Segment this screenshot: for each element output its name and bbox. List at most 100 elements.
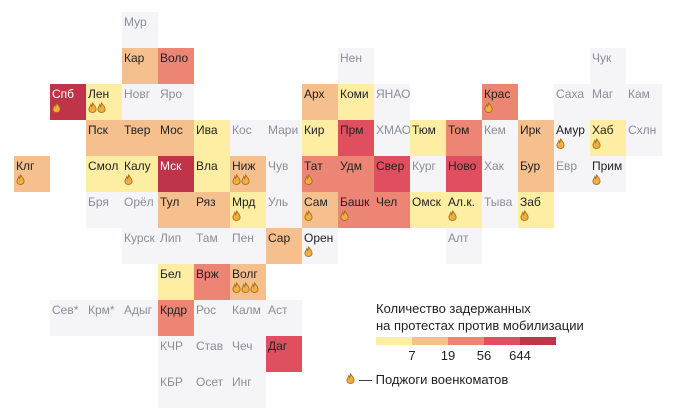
fire-icon: [346, 372, 355, 387]
region-tile: Кург: [410, 156, 446, 192]
fire-icon: [520, 210, 529, 224]
region-label: Даг: [268, 339, 288, 353]
region-label: Хак: [484, 159, 504, 173]
region-tile: Клг: [14, 156, 50, 192]
fire-icons: [232, 282, 266, 296]
region-label: Заб: [520, 195, 541, 209]
region-label: Новг: [124, 87, 151, 101]
fire-icon: [241, 174, 250, 188]
fire-icons: [124, 174, 158, 188]
region-label: Амур: [556, 123, 585, 137]
region-label: Уль: [268, 195, 289, 209]
region-label: Маг: [592, 87, 614, 101]
fire-icon: [592, 138, 601, 152]
region-tile: Кем: [482, 120, 518, 156]
fire-icons: [592, 174, 626, 188]
region-label: Арх: [304, 87, 325, 101]
region-label: Прм: [340, 123, 364, 137]
region-tile: КБР: [158, 372, 194, 408]
legend-color-segment: [376, 337, 412, 345]
region-tile: Ряз: [194, 192, 230, 228]
region-tile: Рос: [194, 300, 230, 336]
fire-icon: [88, 102, 97, 116]
region-label: Чеч: [232, 339, 253, 353]
region-label: Евр: [556, 159, 578, 173]
region-tile: Тыва: [482, 192, 518, 228]
region-label: Ново: [448, 159, 477, 173]
region-label: Тюм: [412, 123, 436, 137]
region-label: Спб: [52, 87, 75, 101]
region-label: ЯНАО: [376, 87, 411, 101]
region-tile: Бря: [86, 192, 122, 228]
region-tile: Врж: [194, 264, 230, 300]
region-tile: Смол: [86, 156, 122, 192]
legend-tick: 56: [476, 348, 492, 363]
fire-icons: [484, 102, 518, 116]
region-tile: Ирк: [518, 120, 554, 156]
region-tile: Удм: [338, 156, 374, 192]
region-tile: Мос: [158, 120, 194, 156]
region-label: Ал.к.: [448, 195, 475, 209]
fire-icons: [232, 210, 266, 224]
region-label: Орёл: [124, 195, 154, 209]
region-tile: Чук: [590, 48, 626, 84]
region-label: Рос: [196, 303, 217, 317]
region-tile: Инг: [230, 372, 266, 408]
region-label: Мур: [124, 15, 147, 29]
region-label: Тат: [304, 159, 323, 173]
region-label: Ирк: [520, 123, 541, 137]
fire-icons: [232, 174, 266, 188]
region-tile: Алт: [446, 228, 482, 264]
region-tile: Евр: [554, 156, 590, 192]
region-tile: Мур: [122, 12, 158, 48]
region-label: Схлн: [628, 123, 657, 137]
region-label: Аст: [268, 303, 288, 317]
legend-color-segment: [412, 337, 448, 345]
fire-icons: [88, 102, 122, 116]
fire-legend: — Поджоги военкоматов: [346, 372, 508, 387]
region-label: Калм: [232, 303, 261, 317]
region-tile: Даг: [266, 336, 302, 372]
region-label: Адыг: [124, 303, 153, 317]
region-tile: Крм*: [86, 300, 122, 336]
region-tile: Калу: [122, 156, 158, 192]
fire-icons: [448, 210, 482, 224]
fire-icon: [97, 102, 106, 116]
region-tile: Чув: [266, 156, 302, 192]
fire-icon: [340, 210, 349, 224]
region-tile: Ива: [194, 120, 230, 156]
region-tile: Том: [446, 120, 482, 156]
region-label: КЧР: [160, 339, 183, 353]
fire-icons: [592, 138, 626, 152]
region-tile: Бел: [158, 264, 194, 300]
region-label: Тыва: [484, 195, 513, 209]
region-label: Саха: [556, 87, 585, 101]
fire-icons: [520, 210, 554, 224]
region-tile: Тул: [158, 192, 194, 228]
region-tile: Ново: [446, 156, 482, 192]
region-tile: Мари: [266, 120, 302, 156]
region-label: Кос: [232, 123, 252, 137]
region-label: Курск: [124, 231, 155, 245]
region-label: Кург: [412, 159, 436, 173]
region-tile: Аст: [266, 300, 302, 336]
region-tile: Лен: [86, 84, 122, 120]
region-tile: ЯНАО: [374, 84, 410, 120]
region-label: Клг: [16, 159, 35, 173]
region-tile: Саха: [554, 84, 590, 120]
fire-icon: [124, 174, 133, 188]
region-tile: Уль: [266, 192, 302, 228]
legend-color-segment: [448, 337, 484, 345]
region-tile: Коми: [338, 84, 374, 120]
region-label: Яро: [160, 87, 183, 101]
region-label: Пск: [88, 123, 108, 137]
region-label: Инг: [232, 375, 252, 389]
fire-icons: [556, 138, 590, 152]
region-tile: Схлн: [626, 120, 662, 156]
fire-icon: [241, 282, 250, 296]
region-tile: Пен: [230, 228, 266, 264]
region-tile: Кос: [230, 120, 266, 156]
legend-tick: 7: [408, 348, 416, 363]
region-label: Сар: [268, 231, 291, 245]
region-tile: Пск: [86, 120, 122, 156]
